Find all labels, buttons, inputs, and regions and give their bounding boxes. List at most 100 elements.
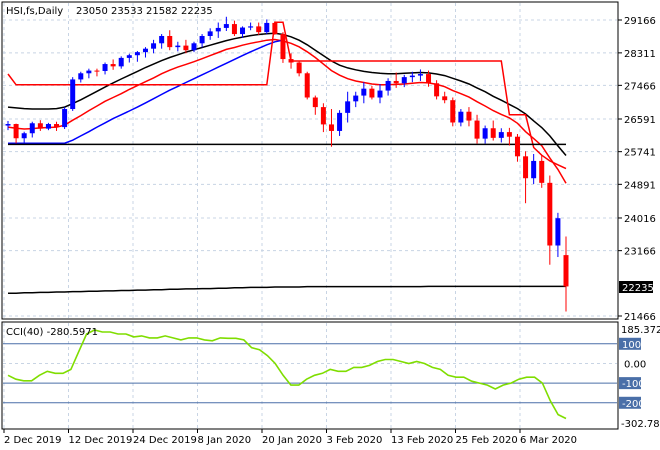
candle-body-bull	[555, 218, 561, 246]
cci-line-group	[7, 329, 567, 420]
cci-axis-top: 185.3722	[621, 325, 660, 336]
candle-body-bear	[167, 35, 173, 48]
candle-body-bull	[361, 88, 367, 96]
candle-body-bear	[110, 64, 116, 67]
cci-line	[7, 329, 567, 420]
price-axis-label: 24891	[624, 180, 656, 191]
candle-body-bull	[409, 75, 415, 78]
candle-body-bull	[126, 55, 132, 58]
cci-level-labels: 100 0.00 -100 -200	[619, 337, 646, 410]
chart-title-symbol: HSI,fs,Daily	[6, 6, 63, 17]
cci-level-label: 100	[622, 340, 641, 351]
cci-level-box	[619, 396, 641, 409]
time-axis-label: 20 Jan 2020	[262, 435, 322, 446]
indicator-line-1	[7, 32, 567, 156]
candle-body-bull	[199, 35, 205, 44]
candle-body-bull	[191, 43, 197, 51]
candle-body-bull	[353, 95, 359, 102]
time-axis: 2 Dec 2019 12 Dec 2019 24 Dec 2019 8 Jan 20…	[3, 429, 577, 446]
price-pane-frame	[1, 1, 619, 320]
candle-body-bull	[458, 111, 464, 123]
cci-level-box	[619, 377, 641, 390]
candle-body-bull	[482, 128, 488, 139]
cci-axis-bottom: -302.786	[621, 419, 660, 430]
price-axis-label: 23166	[624, 247, 656, 258]
price-axis-label: 25741	[624, 148, 656, 159]
candle-body-bull	[29, 123, 35, 134]
candle-body-bull	[159, 35, 165, 44]
candle-body-bull	[498, 132, 504, 138]
main-price-pane[interactable]: HSI,fs,Daily 23050 23533 21582 22235 291…	[1, 1, 656, 323]
current-price-label: 22235	[619, 281, 654, 294]
candle-body-bear	[369, 88, 375, 98]
cci-level-box	[619, 337, 641, 350]
price-axis-label: 28311	[624, 49, 656, 60]
candle-body-bear	[37, 123, 43, 129]
candle-body-bull	[86, 70, 92, 74]
cci-title: CCI(40) -280.5971	[6, 327, 98, 338]
candle-body-bear	[523, 156, 529, 179]
indicator-line-5	[8, 285, 566, 294]
candle-body-bull	[118, 57, 124, 67]
candle-body-bear	[490, 128, 496, 138]
candle-body-bull	[531, 160, 537, 179]
candle-body-bull	[70, 79, 76, 110]
candle-body-bull	[142, 48, 148, 53]
candle-body-bear	[514, 136, 520, 157]
candle-body-bull	[21, 133, 27, 139]
candle-body-bear	[442, 96, 448, 101]
candle-body-bull	[377, 90, 383, 98]
candle-body-bear	[450, 100, 456, 123]
candle-body-bear	[539, 160, 545, 183]
candle-body-bear	[547, 182, 553, 246]
candle-body-bear	[296, 62, 302, 74]
candle-body-bull	[62, 109, 68, 128]
current-price-box	[619, 281, 653, 293]
candle-body-bear	[393, 80, 399, 84]
candle-body-bear	[563, 255, 569, 287]
candle-body-bear	[231, 24, 237, 35]
candle-body-bear	[426, 74, 432, 84]
price-axis-label: 26591	[624, 115, 656, 126]
indicator-line-2	[8, 39, 284, 144]
candle-body-bull	[45, 124, 51, 129]
candle-body-bull	[207, 31, 213, 36]
candle-body-bear	[466, 111, 472, 121]
price-indicator-lines	[7, 21, 567, 294]
candle-body-bull	[264, 22, 270, 33]
candle-body-bear	[506, 132, 512, 137]
time-axis-label: 6 Mar 2020	[520, 435, 577, 446]
candle-body-bear	[13, 124, 19, 139]
candle-body-bear	[434, 83, 440, 97]
candle-body-bull	[134, 52, 140, 56]
candle-body-bull	[417, 74, 423, 76]
time-axis-label: 24 Dec 2019	[133, 435, 197, 446]
candle-body-bull	[240, 27, 246, 35]
candle-body-bear	[256, 26, 262, 33]
candle-body-bull	[223, 24, 229, 28]
candle-body-bull	[385, 80, 391, 91]
candle-body-bull	[151, 43, 157, 49]
cci-level-label: 0.00	[624, 359, 646, 370]
candle-body-bear	[280, 34, 286, 60]
candle-body-bull	[337, 112, 343, 131]
candle-body-bear	[54, 124, 60, 128]
time-axis-label: 3 Feb 2020	[327, 435, 383, 446]
current-price-text: 22235	[622, 283, 654, 294]
candle-body-bull	[248, 26, 254, 28]
candle-body-bull	[78, 73, 84, 80]
candle-body-bear	[312, 97, 318, 108]
candle-body-bull	[5, 124, 11, 126]
candle-body-bear	[304, 73, 310, 98]
cci-indicator-pane[interactable]: CCI(40) -280.5971 185.3722 -302.786 100 0…	[1, 321, 660, 430]
candle-body-bear	[320, 107, 326, 125]
indicator-line-3	[7, 21, 567, 170]
candle-body-bull	[175, 45, 181, 48]
cci-level-lines	[3, 323, 617, 428]
chart-title-ohlc: 23050 23533 21582 22235	[76, 6, 213, 17]
candle-body-bear	[183, 45, 189, 51]
time-axis-label: 25 Feb 2020	[456, 435, 518, 446]
price-axis: 29166 28311 27466 26591 25741 24891 24016 23166…	[618, 16, 656, 323]
cci-level-label: -200	[622, 399, 645, 410]
